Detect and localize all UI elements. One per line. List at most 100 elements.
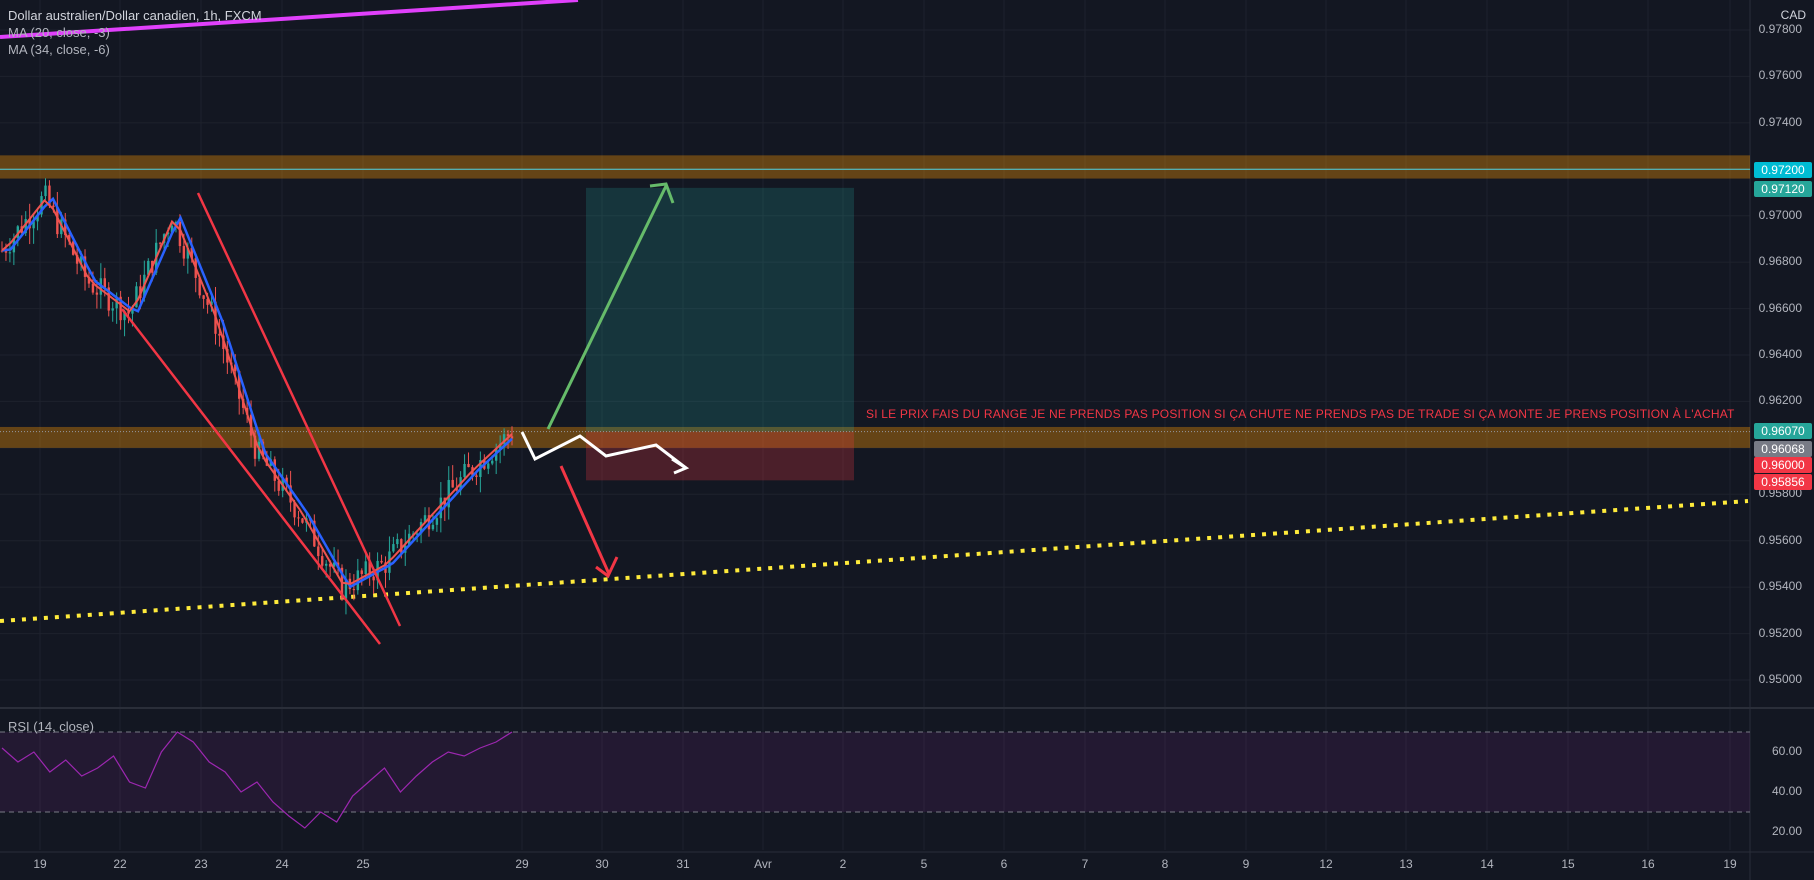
time-tick-label: 6	[1000, 857, 1008, 871]
ma34-legend[interactable]: MA (34, close, -6)	[8, 42, 110, 57]
candle-body	[107, 287, 110, 311]
candle-body	[75, 254, 79, 264]
candle-body	[178, 221, 182, 247]
candle-body	[226, 349, 229, 363]
rsi-tick-label: 20.00	[1771, 824, 1802, 838]
price-tag: 0.95856	[1754, 474, 1812, 490]
candle-body	[68, 235, 71, 242]
candle-body	[91, 283, 95, 293]
candle-body	[487, 463, 490, 469]
candle-body	[328, 563, 332, 567]
candle-body	[182, 246, 186, 259]
candle-body	[198, 277, 201, 296]
time-tick-label: 19	[1723, 857, 1737, 871]
candle-body	[131, 307, 134, 314]
candle-body	[24, 219, 27, 234]
candle-body	[127, 311, 130, 314]
currency-label: CAD	[1780, 8, 1806, 22]
price-tick-label: 0.95600	[1758, 532, 1802, 547]
ma34-line	[1, 196, 513, 589]
candle-body	[265, 455, 269, 466]
candle-body	[277, 480, 280, 491]
candle-body	[317, 546, 320, 557]
candle-body	[423, 515, 427, 523]
candle-body	[103, 278, 106, 288]
time-tick-label: 12	[1319, 857, 1333, 871]
candle-body	[388, 551, 391, 573]
bullish-arrowhead	[649, 182, 675, 204]
candle-body	[443, 497, 446, 508]
wedge-lower-line	[121, 308, 381, 645]
candle-body	[491, 460, 494, 464]
rsi-tick-label: 60.00	[1771, 744, 1802, 758]
price-tick-label: 0.96800	[1758, 254, 1802, 269]
price-tick-label: 0.97800	[1758, 22, 1802, 36]
candle-body	[463, 463, 466, 478]
time-tick-label: 24	[275, 857, 289, 871]
price-tag: 0.96070	[1754, 423, 1812, 439]
candle-body	[79, 256, 83, 264]
price-tick-label: 0.97000	[1758, 207, 1802, 222]
symbol-title[interactable]: Dollar australien/Dollar canadien, 1h, F…	[8, 8, 262, 23]
time-tick-label: 2	[839, 857, 847, 871]
candle-body	[360, 570, 363, 574]
rsi-tick-label: 40.00	[1771, 784, 1802, 798]
candle-body	[36, 214, 39, 222]
price-tick-label: 0.95000	[1758, 672, 1802, 686]
candle-body	[364, 561, 367, 574]
bearish-scenario-arrow	[559, 465, 611, 575]
time-tick-label: 9	[1242, 857, 1250, 871]
candle-body	[352, 589, 356, 591]
candle-body	[467, 463, 470, 468]
time-tick-label: 31	[676, 857, 690, 871]
time-tick-label: 30	[595, 857, 609, 871]
candle-body	[166, 232, 170, 235]
candle-body	[510, 436, 514, 439]
candle-body	[83, 256, 87, 277]
rsi-line	[1, 731, 513, 829]
price-tag: 0.97200	[1754, 162, 1812, 178]
candle-body	[202, 295, 205, 299]
resistance-zone	[0, 155, 1750, 179]
candle-body	[234, 364, 237, 372]
price-tag: 0.97120	[1754, 181, 1812, 197]
bearish-arrowhead	[595, 556, 619, 579]
candle-body	[400, 539, 403, 553]
ma20-legend[interactable]: MA (20, close, -3)	[8, 25, 110, 40]
candle-body	[344, 578, 348, 599]
candle-body	[4, 250, 8, 253]
candle-body	[447, 479, 450, 508]
rsi-legend[interactable]: RSI (14, close)	[8, 719, 94, 734]
candle-body	[289, 485, 292, 503]
candle-body	[415, 533, 419, 535]
candle-body	[44, 185, 47, 197]
candle-body	[64, 219, 67, 236]
candle-body	[52, 205, 55, 208]
candle-body	[372, 576, 375, 581]
time-tick-label: 29	[515, 857, 529, 871]
candle-body	[238, 371, 241, 399]
time-tick-label: 19	[33, 857, 47, 871]
candle-body	[321, 556, 324, 566]
bullish-scenario-arrow	[546, 185, 668, 430]
candle-body	[297, 517, 300, 519]
candle-body	[392, 544, 395, 552]
candle-body	[190, 247, 193, 259]
target-zone	[586, 187, 854, 432]
candle-body	[380, 560, 383, 563]
candle-body	[32, 221, 35, 229]
time-tick-label: Avr	[754, 857, 772, 871]
price-tick-label: 0.96400	[1758, 347, 1802, 361]
time-tick-label: 25	[356, 857, 370, 871]
time-tick-label: 7	[1081, 857, 1089, 871]
stop-zone	[586, 431, 854, 481]
rsi-band	[0, 732, 1750, 812]
candle-body	[210, 301, 213, 305]
candle-body	[301, 518, 304, 523]
time-tick-label: 23	[194, 857, 208, 871]
time-tick-label: 14	[1480, 857, 1494, 871]
candle-body	[8, 252, 12, 254]
support-zone	[0, 426, 1750, 448]
